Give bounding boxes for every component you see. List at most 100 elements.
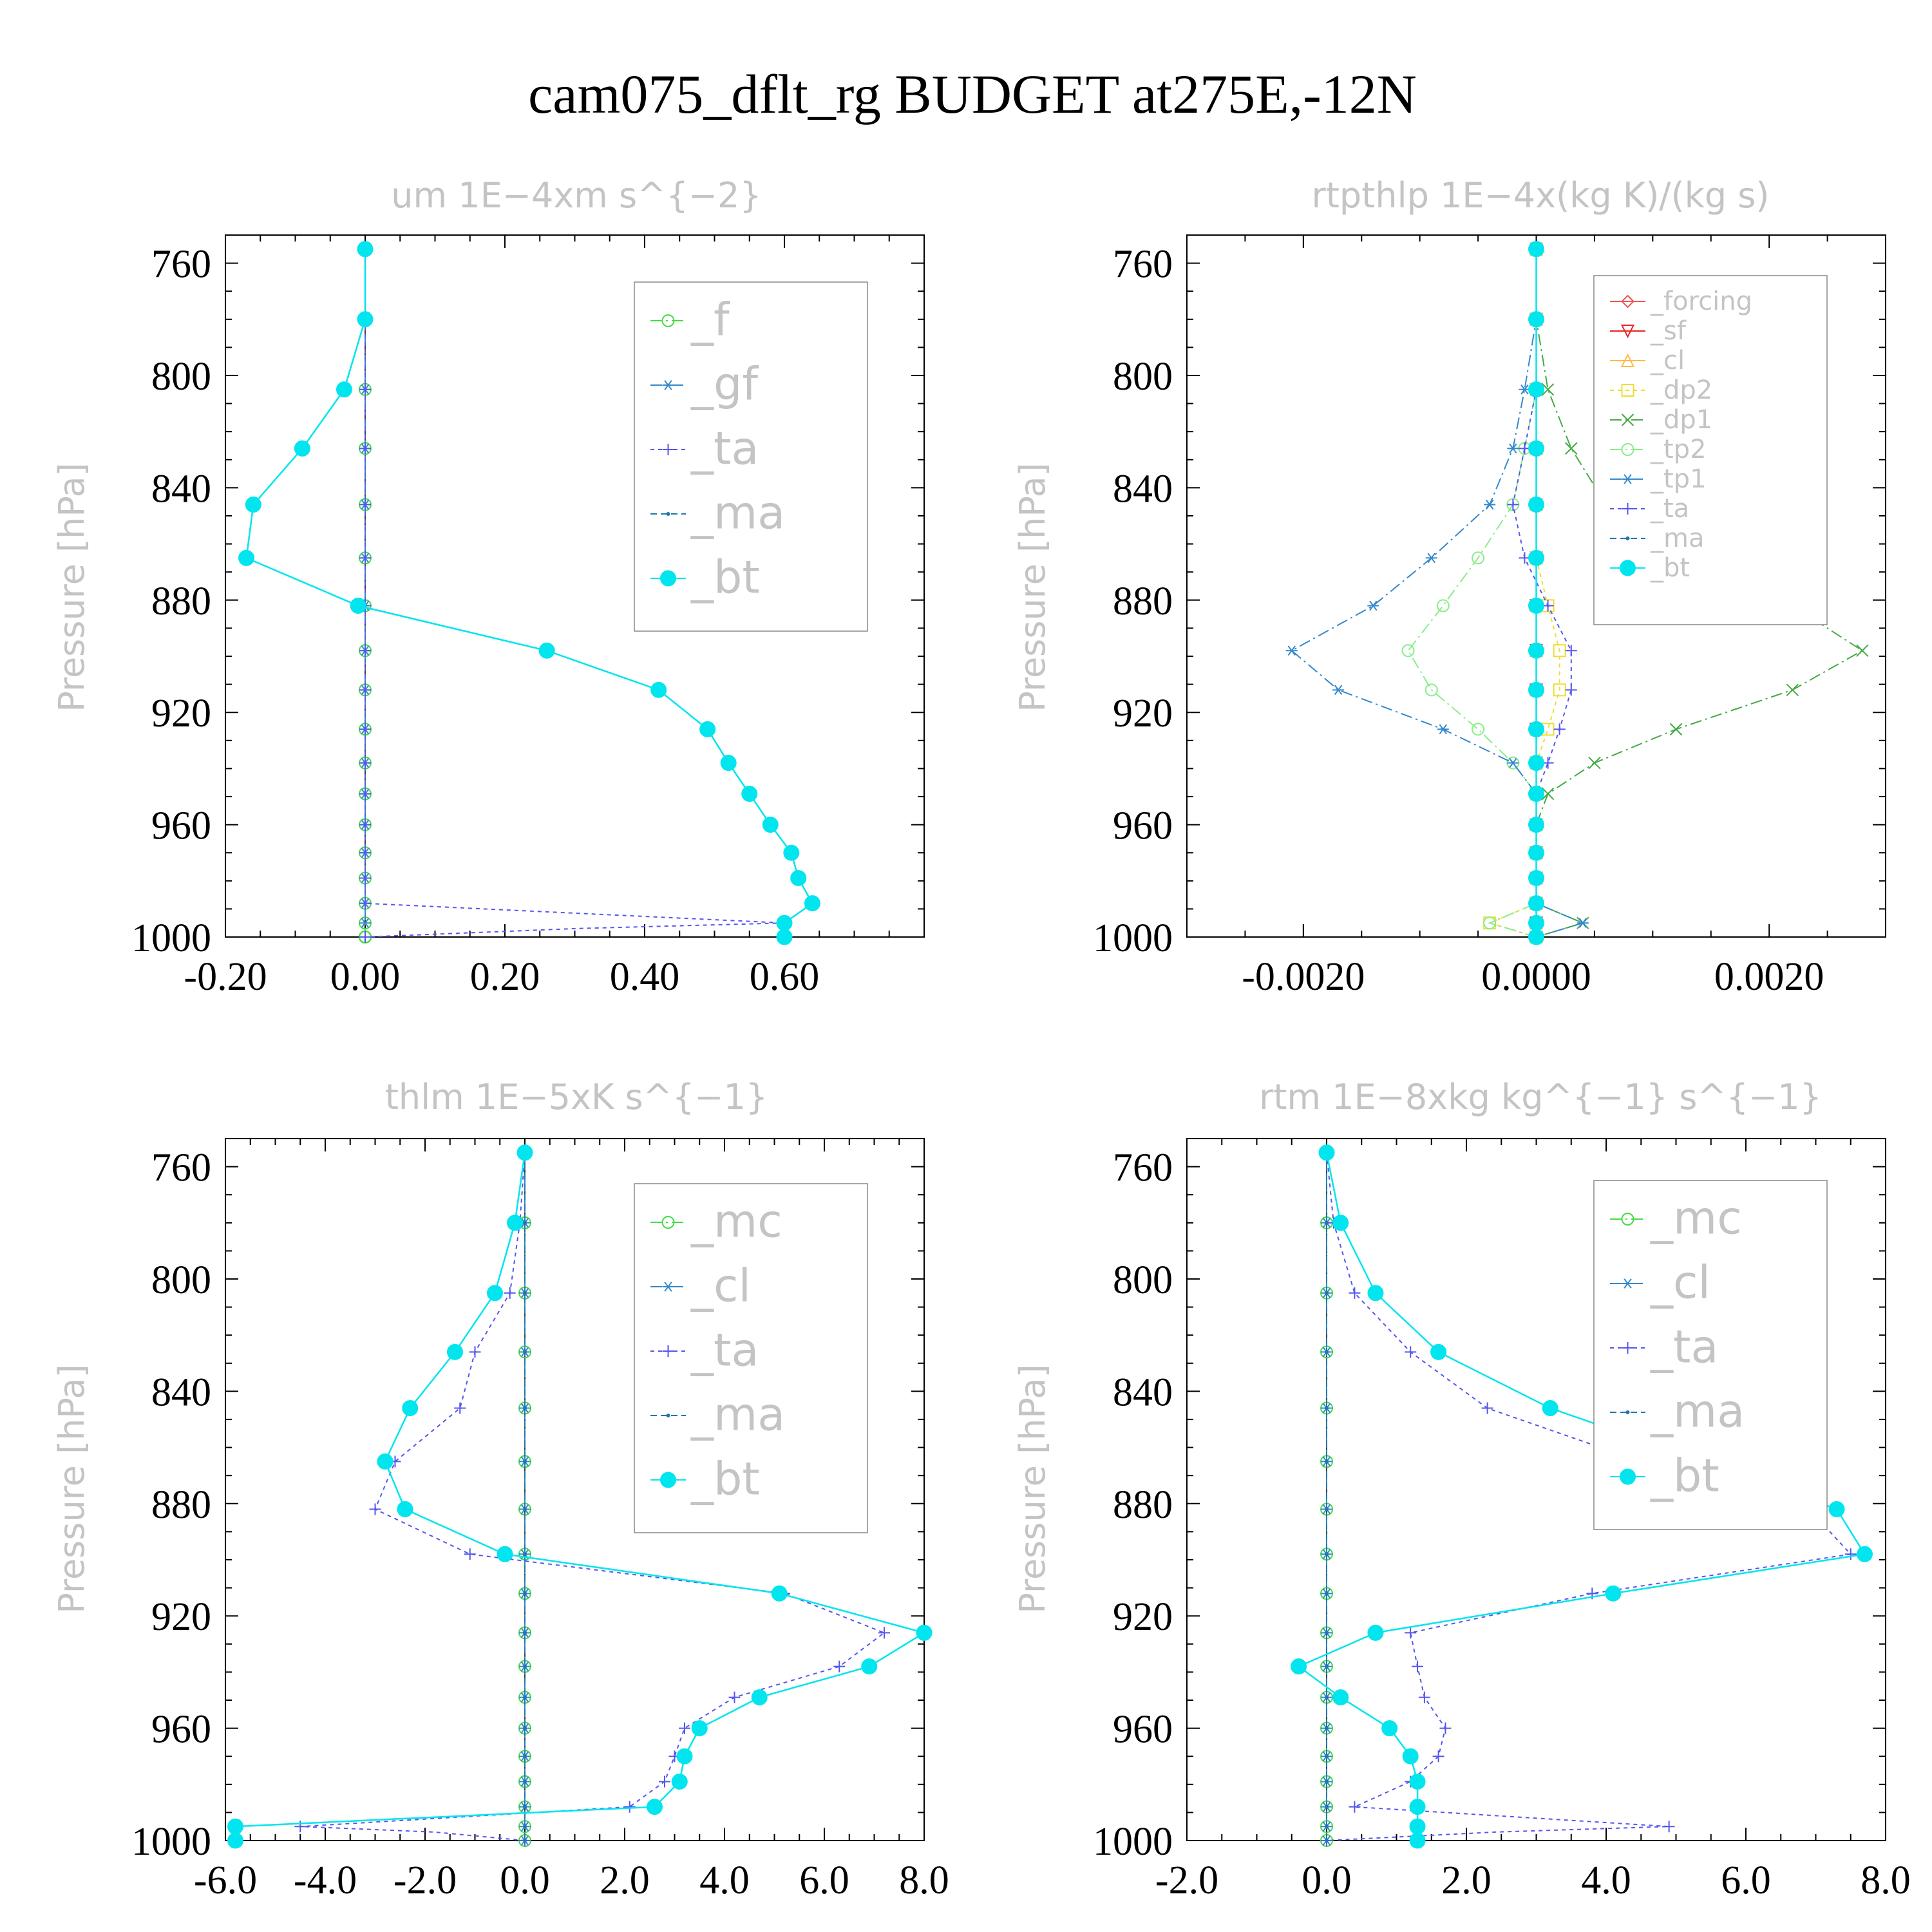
data-point [776,914,793,931]
y-tick-label: 800 [151,1258,211,1302]
panel-title-thlm: thlm 1E−5xK s^{−1} [385,1077,768,1117]
data-point [1325,1824,1329,1829]
y-tick-label: 960 [151,804,211,848]
data-point [464,1548,476,1560]
data-point [1528,497,1544,513]
series-tp1 [1285,244,1589,942]
legend-label: _bt [1650,1449,1719,1502]
data-point [1553,644,1566,658]
legend-entry: _tp1 [1610,464,1707,494]
y-tick-label: 800 [151,355,211,399]
y-axis-label-rtpthlp: Pressure [hPa] [1012,462,1053,712]
data-point [1565,645,1577,657]
legend-label: _tp2 [1650,435,1707,464]
data-point [1437,724,1449,735]
legend-entry: _gf [650,357,759,410]
data-point [728,1691,741,1703]
series-bt [1528,241,1544,945]
data-point [878,1627,890,1639]
legend-entry: _dp2 [1610,375,1712,405]
data-point [523,1695,527,1700]
series-line [1488,249,1560,938]
data-point [359,918,371,929]
y-tick-label: 840 [1113,467,1173,511]
legend-marker [1625,536,1630,540]
legend-marker [661,314,675,327]
data-point [359,383,371,395]
legend-label: _ma [690,486,785,539]
data-point [1528,642,1544,659]
y-tick-label: 840 [151,1370,211,1414]
legend: _mc _cl _ta _ma _bt [1593,1180,1828,1530]
data-point [238,549,255,566]
legend-marker [1621,443,1634,456]
data-point [776,929,793,945]
data-point [523,1552,527,1557]
data-point [359,684,371,696]
data-point [507,1215,523,1231]
data-point [523,1507,527,1511]
legend-label: _dp2 [1650,375,1712,405]
data-point [1405,1346,1417,1358]
data-point [350,598,366,614]
y-tick-label: 920 [1113,692,1173,735]
y-tick-label: 1000 [131,916,211,960]
plot-area-thlm: 760 800 840 880 920 960 1000-6.0 -4.0 -2.0 0.0 2.0… [131,1138,949,1902]
legend-label: _bt [1650,553,1690,583]
y-tick-label: 760 [151,1146,211,1190]
y-axis-label-um: Pressure [hPa] [52,462,92,712]
legend-label: _mc [1650,1191,1742,1244]
data-point [1828,1501,1845,1518]
legend-entry: _dp1 [1610,405,1712,435]
panel-title-rtm: rtm 1E−8xkg kg^{−1} s^{−1} [1259,1077,1822,1117]
data-point [1401,644,1415,658]
data-point [1332,1215,1349,1231]
y-tick-label: 800 [1113,1258,1173,1302]
legend-marker [1620,1468,1636,1485]
legend-marker [666,512,670,516]
data-point [1409,1799,1426,1815]
y-tick-label: 840 [1113,1370,1173,1414]
legend-entry: _forcing [1610,287,1752,316]
legend-marker [1622,503,1634,515]
data-point [245,497,261,513]
data-point [623,1801,636,1813]
data-point [497,1546,513,1562]
data-point [538,642,555,659]
x-tick-label: 0.0 [500,1859,550,1902]
data-point [523,1839,527,1842]
legend-label: _cl [690,1259,751,1312]
data-point [359,897,371,909]
data-point [1528,786,1544,802]
data-point [359,498,371,511]
data-point [1325,1754,1329,1759]
data-point [469,1346,481,1358]
data-point [1325,1220,1329,1225]
legend-entry: _bt [1610,553,1690,583]
data-point [397,1501,413,1518]
legend-label: _cl [1650,1256,1710,1309]
x-tick-label: -0.20 [184,955,267,999]
x-tick-label: -2.0 [1155,1859,1218,1902]
legend-marker [1621,1213,1634,1226]
data-point [1507,498,1519,511]
legend-entry: _mc [650,1195,782,1247]
data-point [1325,1839,1329,1842]
data-point [1367,1285,1384,1302]
x-tick-label: 0.0000 [1481,955,1591,999]
panel-thlm: thlm 1E−5xK s^{−1} Pressure [hPa] 760 800… [52,1077,949,1902]
x-tick-label: 0.0 [1302,1859,1352,1902]
legend-label: _ma [690,1388,785,1441]
data-point [523,1459,527,1464]
data-point [1425,683,1438,697]
data-point [691,1720,708,1737]
data-point [1844,1548,1857,1560]
data-point [1325,1631,1329,1635]
legend-marker [660,1472,676,1488]
data-point [369,1503,381,1515]
y-tick-label: 1000 [131,1820,211,1864]
data-point [1856,644,1869,657]
data-point [1439,1722,1452,1734]
legend-entry: _f [650,293,730,346]
